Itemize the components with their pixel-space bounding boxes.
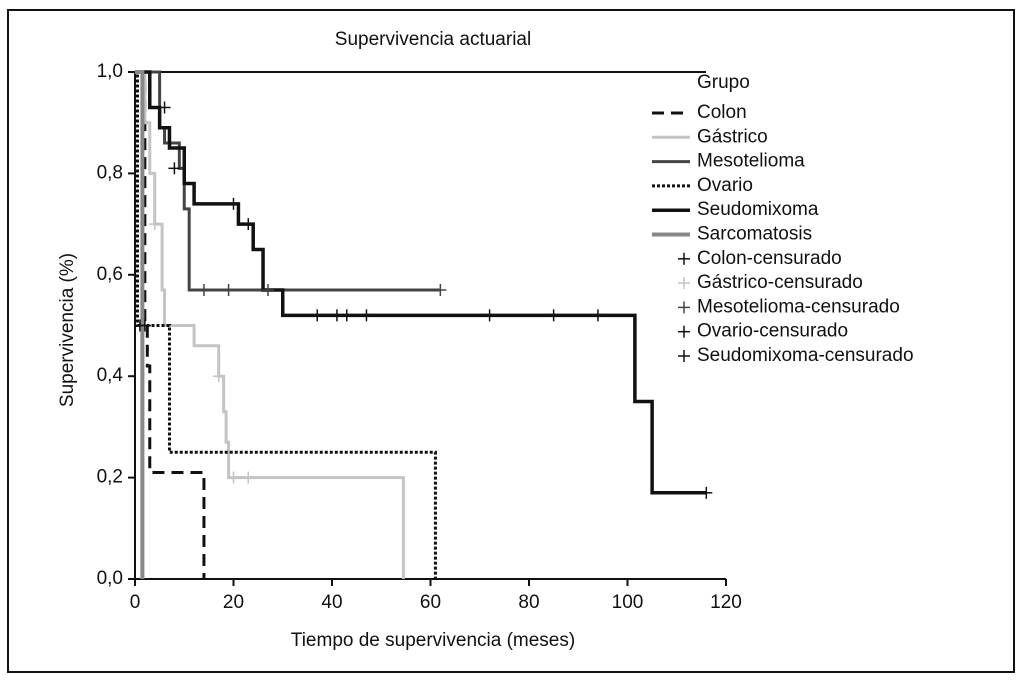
survival-curve xyxy=(135,70,145,579)
censor-mark xyxy=(168,162,181,175)
censor-mark xyxy=(261,284,274,297)
survival-curve xyxy=(135,70,405,579)
censor-mark xyxy=(227,471,240,484)
legend-label: Gástrico xyxy=(697,126,768,147)
censor-mark xyxy=(242,471,255,484)
legend-label: Colon xyxy=(697,102,747,123)
x-tick-label: 80 xyxy=(518,592,539,613)
censor-mark xyxy=(133,319,146,332)
censor-mark xyxy=(700,486,713,499)
survival-curve xyxy=(135,70,441,292)
censor-mark xyxy=(547,309,560,322)
frame xyxy=(7,9,1015,673)
legend-label: Mesotelioma xyxy=(697,151,805,172)
y-tick-label: 0,0 xyxy=(97,568,123,589)
censor-mark xyxy=(483,309,496,322)
legend-marker xyxy=(678,252,690,265)
censor-mark xyxy=(212,370,225,383)
censor-mark xyxy=(197,284,210,297)
legend-label: Mesotelioma-censurado xyxy=(697,296,900,317)
legend-title: Grupo xyxy=(697,72,750,93)
censor-mark xyxy=(222,284,235,297)
censor-mark xyxy=(148,218,161,231)
legend-label: Sarcomatosis xyxy=(697,224,812,245)
legend-marker xyxy=(678,277,690,290)
x-tick-label: 60 xyxy=(420,592,441,613)
censor-mark xyxy=(158,101,171,114)
x-tick-label: 100 xyxy=(612,592,644,613)
censor-mark xyxy=(340,309,353,322)
legend-label: Seudomixoma-censurado xyxy=(697,345,914,366)
censor-mark xyxy=(227,197,240,210)
x-tick-label: 0 xyxy=(130,592,141,613)
survival-curve xyxy=(135,70,206,579)
chart-title: Supervivencia actuarial xyxy=(335,29,531,50)
censor-mark xyxy=(591,309,604,322)
legend-marker xyxy=(678,301,690,314)
x-tick-label: 20 xyxy=(223,592,244,613)
x-axis-label: Tiempo de supervivencia (meses) xyxy=(291,630,575,651)
legend-marker xyxy=(678,350,690,362)
x-tick-label: 120 xyxy=(710,592,742,613)
y-tick-label: 1,0 xyxy=(97,61,123,82)
legend-label: Ovario xyxy=(697,175,753,196)
legend-label: Gástrico-censurado xyxy=(697,272,863,293)
legend-label: Seudomixoma xyxy=(697,199,819,220)
y-tick-label: 0,2 xyxy=(97,467,123,488)
y-tick-label: 0,6 xyxy=(97,264,123,285)
y-tick-label: 0,4 xyxy=(97,365,124,386)
censor-mark xyxy=(311,309,324,322)
censor-mark xyxy=(242,218,255,231)
survival-curve xyxy=(135,70,707,495)
legend-label: Ovario-censurado xyxy=(697,321,848,342)
censor-mark xyxy=(434,284,447,297)
legend-marker xyxy=(678,325,690,338)
x-tick-label: 40 xyxy=(321,592,342,613)
y-axis-label: Supervivencia (%) xyxy=(57,253,78,407)
legend-label: Colon-censurado xyxy=(697,248,842,269)
censor-mark xyxy=(360,309,373,322)
y-tick-label: 0,8 xyxy=(97,162,123,183)
